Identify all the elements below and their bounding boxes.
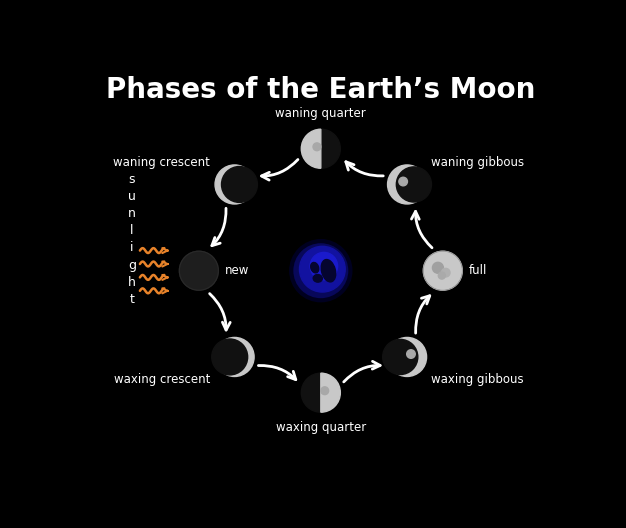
- Circle shape: [441, 268, 450, 277]
- Circle shape: [433, 262, 443, 274]
- Circle shape: [387, 165, 426, 204]
- Circle shape: [387, 337, 426, 376]
- Text: waning quarter: waning quarter: [275, 107, 366, 120]
- Circle shape: [301, 129, 341, 168]
- Circle shape: [321, 387, 329, 394]
- Circle shape: [299, 247, 345, 292]
- Text: g: g: [128, 259, 136, 271]
- Text: waxing gibbous: waxing gibbous: [431, 373, 524, 386]
- Text: n: n: [128, 208, 136, 220]
- Text: waning crescent: waning crescent: [113, 156, 210, 168]
- Circle shape: [290, 240, 351, 301]
- Text: s: s: [128, 173, 135, 186]
- Circle shape: [399, 177, 408, 186]
- Text: new: new: [225, 264, 250, 277]
- Circle shape: [215, 165, 254, 204]
- Text: h: h: [128, 276, 136, 289]
- Text: waning gibbous: waning gibbous: [431, 156, 525, 168]
- Circle shape: [179, 251, 218, 290]
- FancyArrowPatch shape: [344, 361, 380, 382]
- Text: Phases of the Earth’s Moon: Phases of the Earth’s Moon: [106, 76, 535, 103]
- FancyArrowPatch shape: [411, 211, 432, 248]
- FancyArrowPatch shape: [259, 365, 296, 380]
- FancyArrowPatch shape: [162, 275, 168, 280]
- Text: l: l: [130, 224, 133, 238]
- FancyArrowPatch shape: [162, 248, 168, 253]
- Circle shape: [212, 339, 248, 375]
- Circle shape: [396, 167, 431, 202]
- Circle shape: [382, 340, 418, 374]
- Wedge shape: [321, 373, 341, 412]
- Circle shape: [215, 165, 254, 204]
- Circle shape: [423, 251, 463, 290]
- Ellipse shape: [321, 260, 336, 282]
- Text: waxing quarter: waxing quarter: [275, 421, 366, 434]
- Circle shape: [222, 166, 257, 202]
- Circle shape: [313, 143, 321, 150]
- Circle shape: [301, 373, 341, 412]
- Text: i: i: [130, 241, 133, 254]
- Text: t: t: [130, 293, 134, 306]
- Wedge shape: [301, 129, 321, 168]
- FancyArrowPatch shape: [212, 208, 226, 246]
- FancyArrowPatch shape: [416, 296, 430, 333]
- FancyArrowPatch shape: [210, 294, 230, 330]
- Text: full: full: [470, 264, 488, 277]
- FancyArrowPatch shape: [262, 159, 298, 180]
- Circle shape: [438, 272, 445, 279]
- FancyArrowPatch shape: [346, 162, 383, 176]
- FancyArrowPatch shape: [162, 288, 168, 294]
- Circle shape: [215, 337, 254, 376]
- Circle shape: [291, 241, 351, 300]
- Ellipse shape: [313, 275, 322, 282]
- Ellipse shape: [310, 262, 319, 273]
- Circle shape: [407, 350, 415, 359]
- Circle shape: [215, 337, 254, 376]
- FancyArrowPatch shape: [162, 261, 168, 267]
- Text: u: u: [128, 190, 136, 203]
- Text: waxing crescent: waxing crescent: [114, 373, 210, 386]
- Circle shape: [310, 252, 337, 280]
